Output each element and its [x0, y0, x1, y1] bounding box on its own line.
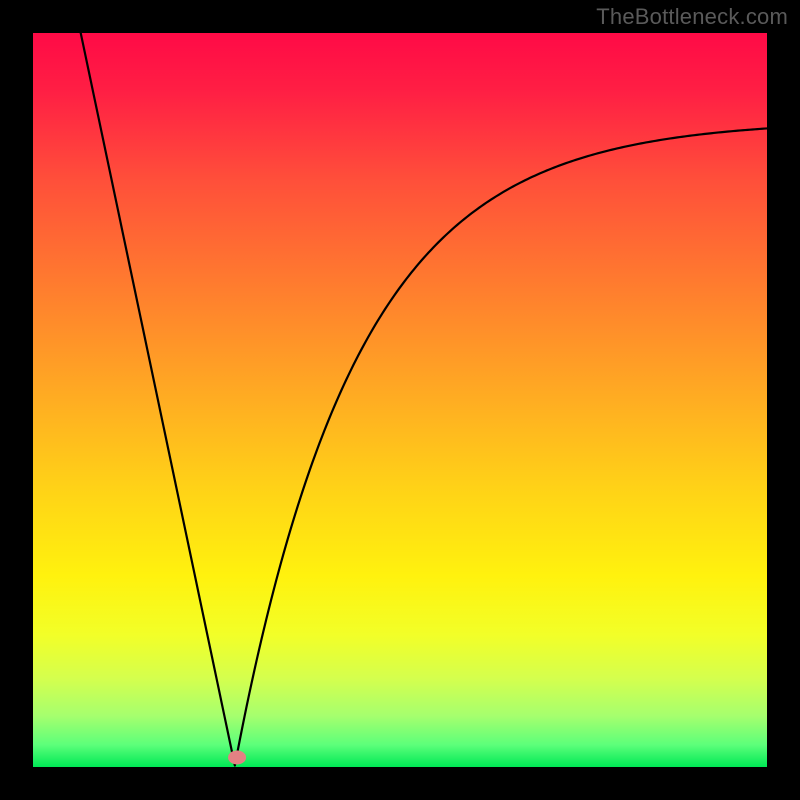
bottleneck-curve	[33, 33, 767, 767]
watermark-text: TheBottleneck.com	[596, 4, 788, 30]
chart-frame: TheBottleneck.com	[0, 0, 800, 800]
minimum-marker	[228, 750, 246, 764]
plot-area	[33, 33, 767, 767]
